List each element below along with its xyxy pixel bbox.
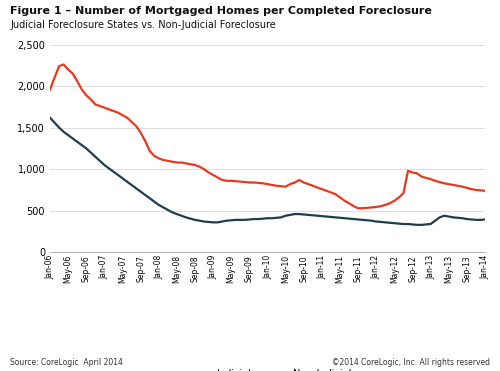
Line: Judicial: Judicial xyxy=(50,65,500,208)
Line: Non-Judicial: Non-Judicial xyxy=(50,118,500,225)
Legend: Judicial, Non-Judicial: Judicial, Non-Judicial xyxy=(180,365,355,371)
Judicial xyxy=(47,87,53,92)
Judicial xyxy=(496,190,500,195)
Non-Judicial xyxy=(142,193,148,197)
Text: Judicial Foreclosure States vs. Non-Judicial Foreclosure: Judicial Foreclosure States vs. Non-Judi… xyxy=(10,20,276,30)
Judicial xyxy=(60,62,66,67)
Text: Figure 1 – Number of Mortgaged Homes per Completed Foreclosure: Figure 1 – Number of Mortgaged Homes per… xyxy=(10,6,432,16)
Non-Judicial xyxy=(246,217,252,222)
Judicial xyxy=(346,201,352,206)
Judicial xyxy=(210,173,216,177)
Judicial xyxy=(138,130,143,135)
Non-Judicial xyxy=(92,154,98,159)
Judicial xyxy=(214,175,220,180)
Judicial xyxy=(355,206,361,210)
Non-Judicial xyxy=(414,223,420,227)
Non-Judicial xyxy=(47,115,53,120)
Text: ©2014 CoreLogic, Inc. All rights reserved: ©2014 CoreLogic, Inc. All rights reserve… xyxy=(332,358,490,367)
Text: Source: CoreLogic  April 2014: Source: CoreLogic April 2014 xyxy=(10,358,123,367)
Judicial xyxy=(170,160,175,164)
